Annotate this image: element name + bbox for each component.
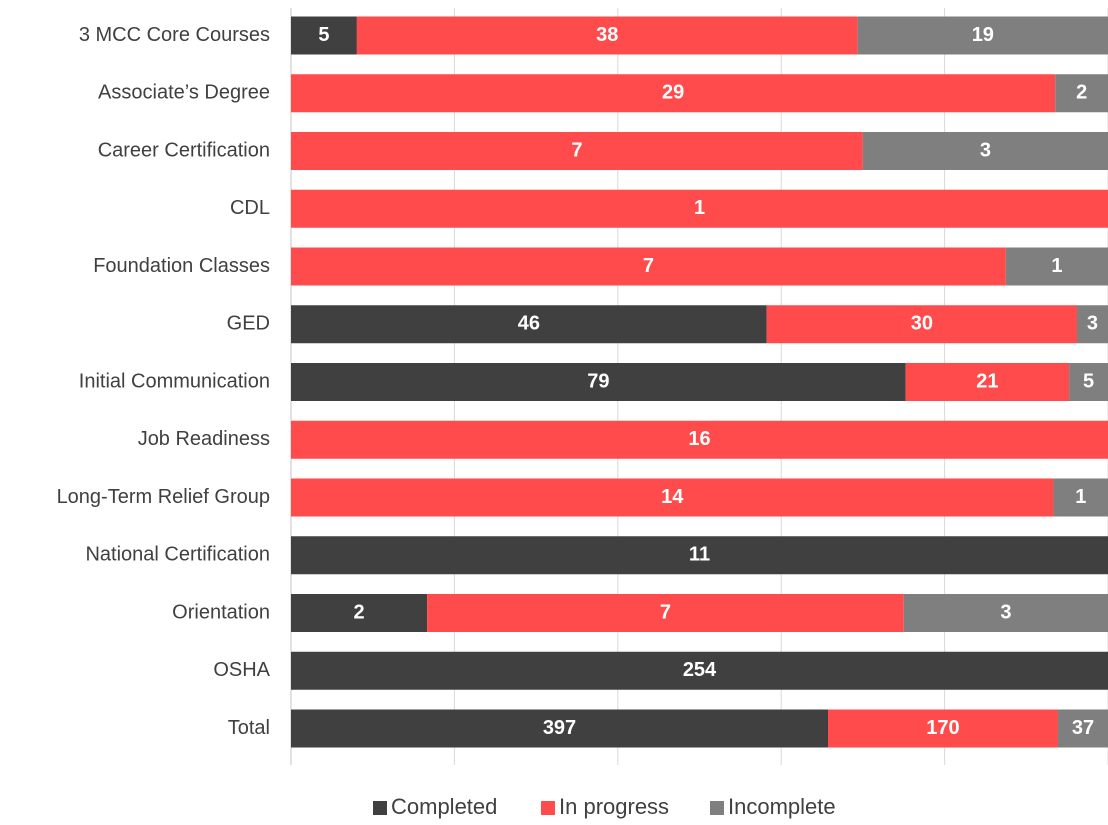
category-label: Career Certification	[98, 139, 270, 161]
bar-segment-incomplete	[1069, 363, 1108, 401]
bar-segment-in-progress	[291, 478, 1054, 517]
legend-label-incomplete: Incomplete	[728, 794, 836, 819]
bar-segment-incomplete	[1053, 478, 1108, 517]
data-label: 30	[911, 313, 933, 335]
bar-segment-completed	[291, 536, 1108, 575]
category-label: Associate’s Degree	[98, 82, 270, 104]
legend: Completed In progress Incomplete	[373, 794, 836, 819]
data-label: 7	[571, 139, 582, 161]
category-label: Total	[228, 717, 270, 739]
data-label: 19	[972, 24, 994, 46]
bar-segment-incomplete	[1076, 305, 1108, 344]
data-label: 37	[1072, 717, 1094, 739]
category-label: GED	[227, 313, 270, 335]
bar-segment-in-progress	[828, 709, 1058, 748]
category-label: Initial Communication	[79, 370, 270, 392]
data-label: 1	[694, 197, 705, 219]
data-label: 7	[643, 255, 654, 277]
data-label: 38	[596, 24, 618, 46]
bar-segment-incomplete	[1055, 74, 1108, 113]
bar-segment-in-progress	[291, 74, 1056, 113]
data-label: 16	[688, 428, 710, 450]
data-label: 29	[662, 82, 684, 104]
category-label: 3 MCC Core Courses	[79, 24, 270, 46]
data-label: 7	[660, 601, 671, 623]
legend-swatch-completed	[373, 801, 387, 815]
bar-segment-incomplete	[903, 594, 1108, 632]
legend-swatch-in-progress	[541, 801, 555, 815]
category-label: National Certification	[85, 544, 270, 566]
bar-segment-in-progress	[427, 594, 904, 632]
data-label: 1	[1051, 255, 1062, 277]
bar-segment-completed	[291, 305, 767, 344]
data-label: 3	[980, 139, 991, 161]
category-label: Job Readiness	[138, 428, 270, 450]
bar-segment-completed	[291, 594, 428, 632]
bar-segment-completed	[291, 651, 1108, 690]
data-label: 397	[543, 717, 576, 739]
bar-segment-incomplete	[857, 16, 1108, 55]
data-label: 3	[1000, 601, 1011, 623]
bar-segment-in-progress	[291, 247, 1006, 286]
data-label: 170	[926, 717, 959, 739]
legend-label-in-progress: In progress	[559, 794, 669, 819]
data-label: 79	[587, 370, 609, 392]
legend-label-completed: Completed	[391, 794, 497, 819]
data-label: 1	[1075, 486, 1086, 508]
category-label: Long-Term Relief Group	[57, 486, 270, 508]
bar-segment-completed	[291, 16, 357, 55]
category-label: Orientation	[172, 601, 270, 623]
bar-segment-completed	[291, 709, 829, 748]
bar-segment-in-progress	[291, 420, 1108, 459]
bar-segment-incomplete	[1057, 709, 1108, 748]
data-label: 2	[1076, 82, 1087, 104]
legend-swatch-incomplete	[710, 801, 724, 815]
data-label: 5	[1083, 370, 1094, 392]
category-label: Foundation Classes	[93, 255, 270, 277]
data-label: 46	[518, 313, 540, 335]
bar-segment-in-progress	[291, 189, 1108, 228]
data-label: 3	[1087, 313, 1098, 335]
data-label: 21	[976, 370, 998, 392]
data-label: 254	[683, 659, 717, 681]
category-label: OSHA	[213, 659, 270, 681]
category-label: CDL	[230, 197, 270, 219]
data-label: 14	[661, 486, 684, 508]
bar-segment-incomplete	[1005, 247, 1108, 286]
data-label: 2	[354, 601, 365, 623]
bar-segment-completed	[291, 363, 906, 401]
data-label: 11	[689, 544, 710, 566]
bar-segment-incomplete	[862, 132, 1108, 170]
bar-segment-in-progress	[356, 16, 858, 55]
bar-segment-in-progress	[905, 363, 1070, 401]
data-label: 5	[318, 24, 329, 46]
category-labels: 3 MCC Core Courses Associate’s Degree Care…	[57, 24, 271, 739]
bar-segment-in-progress	[291, 132, 863, 170]
bar-segment-in-progress	[766, 305, 1077, 344]
